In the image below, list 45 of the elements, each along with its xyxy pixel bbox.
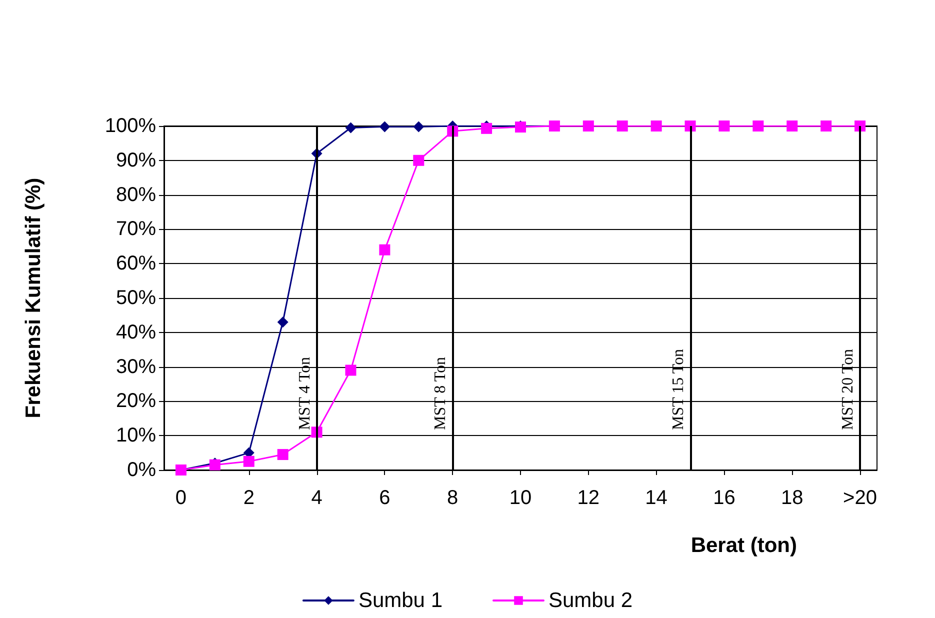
point xyxy=(582,120,594,132)
x-tick-label: 14 xyxy=(645,487,668,509)
y-tick-label: 10% xyxy=(116,424,156,447)
x-tick-label: 18 xyxy=(780,487,804,509)
y-tick-label: 90% xyxy=(116,149,156,172)
point xyxy=(684,120,696,132)
x-tick-label: >20 xyxy=(843,487,877,509)
x-tick-label: 2 xyxy=(243,487,254,509)
point xyxy=(786,120,798,132)
x-tick-label: 8 xyxy=(447,487,458,509)
x-tick-label: 6 xyxy=(379,487,390,509)
point xyxy=(616,120,628,132)
legend-label: Sumbu 2 xyxy=(548,589,633,612)
point xyxy=(854,120,866,132)
point xyxy=(752,120,764,132)
point xyxy=(718,120,730,132)
point xyxy=(277,316,288,328)
y-tick-label: 20% xyxy=(116,390,156,412)
point xyxy=(243,456,254,467)
x-tick-label: 0 xyxy=(175,487,187,509)
y-axis-title: Frekuensi Kumulatif (%) xyxy=(22,178,45,418)
y-tick-label: 0% xyxy=(127,459,156,481)
point xyxy=(413,121,424,132)
y-tick-label: 60% xyxy=(116,252,156,275)
point xyxy=(481,122,492,134)
point xyxy=(277,449,288,460)
y-tick-label: 50% xyxy=(116,287,156,309)
x-tick-label: 4 xyxy=(311,487,322,509)
x-axis-title: Berat (ton) xyxy=(690,534,797,557)
point xyxy=(413,154,424,166)
point xyxy=(379,121,390,132)
y-tick-label: 100% xyxy=(104,115,156,137)
point xyxy=(345,122,356,134)
point xyxy=(650,120,662,132)
point xyxy=(820,120,832,132)
x-tick-label: 10 xyxy=(509,487,532,509)
point xyxy=(345,364,356,376)
x-tick-label: 16 xyxy=(713,487,736,509)
y-tick-label: 40% xyxy=(116,321,156,344)
legend-label: Sumbu 1 xyxy=(358,589,443,612)
y-tick-label: 80% xyxy=(116,184,156,206)
y-tick-label: 30% xyxy=(116,356,156,378)
y-tick-label: 70% xyxy=(116,218,156,240)
point xyxy=(379,244,390,256)
x-tick-label: 12 xyxy=(577,487,600,509)
